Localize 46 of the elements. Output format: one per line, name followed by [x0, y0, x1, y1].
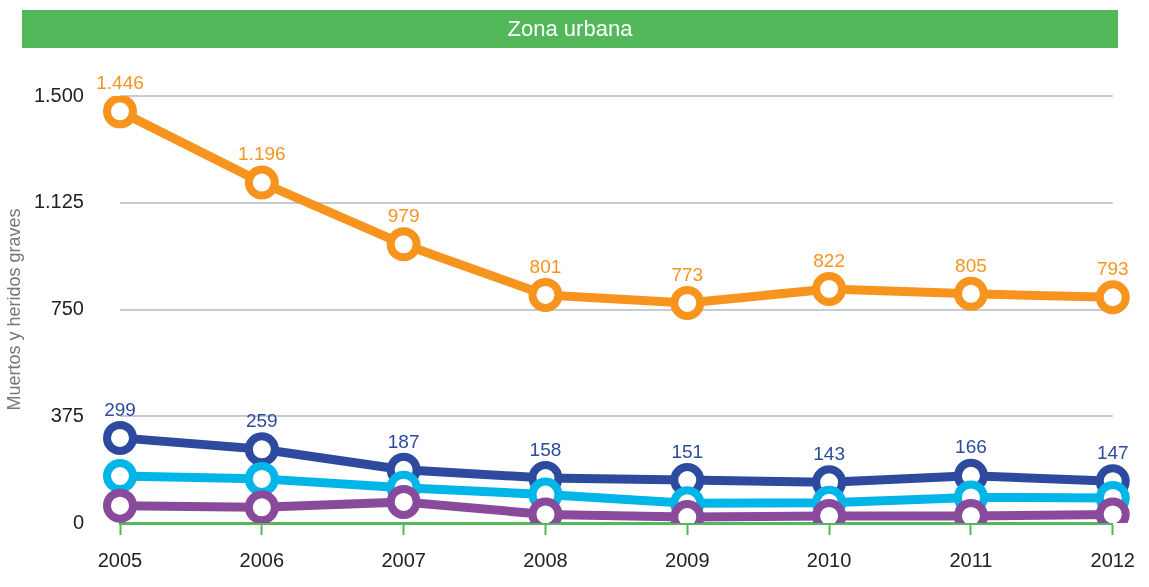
- point: [386, 484, 421, 519]
- data-label: 793: [1096, 257, 1129, 279]
- chart-title: Zona urbana: [22, 10, 1118, 48]
- y-tick-label: 375: [50, 403, 84, 426]
- data-label: 773: [671, 263, 704, 285]
- data-label: 801: [529, 255, 562, 277]
- point: [953, 276, 988, 311]
- x-tick-label: 2009: [665, 548, 710, 571]
- data-label: 1.196: [238, 143, 286, 165]
- data-label: 822: [813, 249, 845, 271]
- data-label: 166: [955, 436, 987, 458]
- point: [244, 490, 279, 523]
- data-label: 143: [813, 443, 845, 465]
- data-label: 158: [529, 438, 562, 460]
- x-tick-label: 2006: [239, 548, 285, 571]
- point: [244, 432, 279, 467]
- point: [1095, 280, 1130, 315]
- x-tick-label: 2012: [1090, 548, 1135, 571]
- y-tick-label: 0: [72, 510, 84, 533]
- point: [103, 96, 137, 129]
- data-label: 1.446: [96, 72, 144, 94]
- point: [103, 459, 137, 494]
- point: [386, 227, 421, 262]
- x-tick-label: 2008: [523, 548, 568, 571]
- data-label: 187: [387, 430, 420, 452]
- y-tick-label: 1.125: [33, 190, 84, 213]
- x-tick-label: 2005: [97, 548, 143, 571]
- point: [103, 488, 137, 523]
- data-label: 979: [387, 205, 420, 227]
- y-axis-title: Muertos y heridos graves: [3, 208, 24, 411]
- point: [103, 420, 137, 455]
- y-tick-label: 1.500: [33, 83, 84, 106]
- data-label: 151: [671, 440, 704, 462]
- data-label: 259: [245, 410, 278, 432]
- point: [244, 461, 279, 496]
- x-tick-label: 2007: [381, 548, 426, 571]
- y-tick-label: 750: [50, 297, 84, 320]
- point: [670, 285, 705, 320]
- x-tick-label: 2010: [806, 548, 852, 571]
- x-tick-label: 2011: [949, 548, 993, 571]
- point: [812, 272, 847, 306]
- point: [528, 277, 563, 312]
- data-label: 299: [104, 398, 136, 420]
- point: [244, 165, 279, 200]
- data-label: 805: [955, 254, 987, 276]
- data-label: 147: [1096, 441, 1129, 463]
